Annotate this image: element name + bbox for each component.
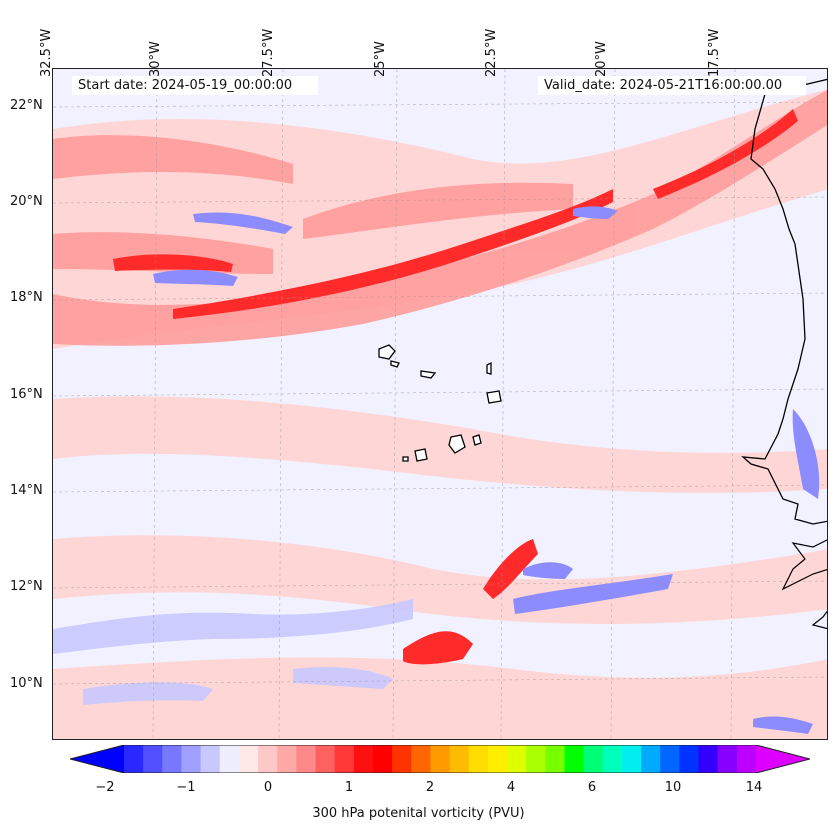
- lon-label: 20°W: [594, 41, 609, 77]
- colorbar-segment: [698, 745, 719, 773]
- lon-label: 17.5°W: [707, 28, 722, 77]
- colorbar-segment: [296, 745, 317, 773]
- colorbar-segment: [430, 745, 451, 773]
- colorbar-segment: [564, 745, 585, 773]
- african-coastline: [741, 78, 827, 525]
- lat-label: 10°N: [10, 676, 43, 691]
- colorbar-tick: 1: [344, 780, 354, 795]
- lat-label: 22°N: [10, 98, 43, 113]
- colorbar-segment: [372, 745, 393, 773]
- colorbar-segment: [468, 745, 489, 773]
- colorbar-segment: [277, 745, 297, 773]
- cape-verde-islands: [378, 344, 502, 462]
- valid-date-label: Valid_date: 2024-05-21T16:00:00.00: [538, 76, 806, 95]
- colorbar-tick: 2: [425, 780, 435, 795]
- lon-label: 25°W: [373, 41, 388, 77]
- colorbar-tick: 4: [506, 780, 516, 795]
- colorbar-segment: [736, 745, 757, 773]
- colorbar-segment: [545, 745, 565, 773]
- negative-regions: [153, 206, 820, 734]
- potential-vorticity-map: [53, 69, 827, 739]
- colorbar: [70, 745, 810, 773]
- colorbar-segment: [353, 745, 374, 773]
- colorbar-segment: [679, 745, 700, 773]
- moderate-positive-regions: [53, 90, 827, 346]
- coastline-south: [781, 539, 827, 630]
- lat-label: 20°N: [10, 194, 43, 209]
- colorbar-tick: 6: [587, 780, 597, 795]
- lon-label: 32.5°W: [39, 28, 54, 77]
- colorbar-segment: [181, 745, 202, 773]
- lon-label: 27.5°W: [261, 28, 276, 77]
- colorbar-label: 300 hPa potenital vorticity (PVU): [312, 806, 525, 821]
- colorbar-segment: [621, 745, 642, 773]
- colorbar-segment: [602, 745, 623, 773]
- colorbar-segment: [315, 745, 336, 773]
- lat-label: 12°N: [10, 579, 43, 594]
- lon-label: 22.5°W: [484, 28, 499, 77]
- colorbar-segment: [583, 745, 604, 773]
- colorbar-segment: [507, 745, 527, 773]
- colorbar-segment: [449, 745, 470, 773]
- colorbar-segment: [641, 745, 661, 773]
- strong-positive-regions: [113, 109, 798, 665]
- colorbar-segment: [258, 745, 278, 773]
- colorbar-segment: [717, 745, 738, 773]
- colorbar-segment: [219, 745, 240, 773]
- colorbar-tick: 10: [664, 780, 682, 795]
- colorbar-segment: [238, 745, 259, 773]
- colorbar-segment: [660, 745, 680, 773]
- map-panel: [52, 68, 828, 740]
- map-gridlines: [53, 69, 827, 739]
- colorbar-extend-high: [756, 745, 810, 773]
- colorbar-segment: [392, 745, 412, 773]
- colorbar-segment: [143, 745, 163, 773]
- colorbar-extend-low: [70, 745, 124, 773]
- colorbar-tick: −2: [95, 780, 115, 795]
- start-date-label: Start date: 2024-05-19_00:00:00: [72, 76, 318, 95]
- colorbar-segment: [334, 745, 355, 773]
- lon-label: 30°W: [148, 41, 163, 77]
- colorbar-segment: [162, 745, 182, 773]
- lat-label: 18°N: [10, 290, 43, 305]
- colorbar-segment: [411, 745, 431, 773]
- colorbar-segment: [526, 745, 546, 773]
- lat-label: 14°N: [10, 483, 43, 498]
- light-negative-regions: [53, 599, 413, 705]
- colorbar-segment: [487, 745, 508, 773]
- colorbar-tick: 14: [745, 780, 763, 795]
- colorbar-tick: −1: [176, 780, 196, 795]
- lat-label: 16°N: [10, 387, 43, 402]
- colorbar-segment: [200, 745, 221, 773]
- colorbar-segment: [124, 745, 144, 773]
- colorbar-tick: 0: [263, 780, 273, 795]
